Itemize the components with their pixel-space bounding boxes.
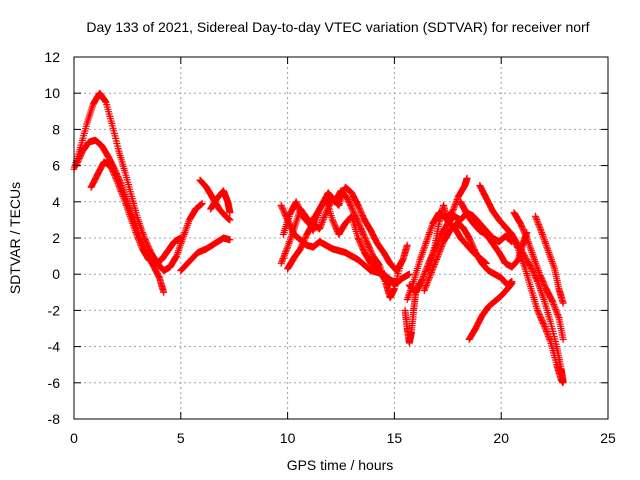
y-tick-label: 10: [44, 85, 60, 101]
y-tick-label: 4: [52, 194, 60, 210]
data-points: [207, 187, 234, 217]
x-tick-label: 20: [493, 430, 509, 446]
series-trace-12: [403, 174, 471, 303]
x-tick-label: 25: [600, 430, 616, 446]
data-points: [403, 174, 471, 303]
data-points: [531, 212, 567, 307]
series-trace-19: [510, 209, 567, 343]
y-tick-label: 12: [44, 49, 60, 65]
y-tick-label: 2: [52, 230, 60, 246]
y-tick-label: -4: [48, 339, 61, 355]
axes: 0 5 10 15 20 25 -8 -6 -4 -2 0 2 4 6 8 10 12: [44, 49, 616, 446]
data-layer: [70, 89, 567, 387]
data-points: [502, 223, 567, 385]
series-trace-3: [87, 158, 185, 267]
series-trace-9: [279, 187, 405, 302]
data-points: [279, 187, 405, 302]
data-points: [177, 234, 234, 275]
y-tick-label: 0: [52, 266, 60, 282]
y-tick-label: -6: [48, 375, 61, 391]
y-tick-label: -8: [48, 411, 61, 427]
data-points: [87, 158, 185, 267]
data-points: [465, 279, 516, 343]
y-tick-label: -2: [48, 302, 61, 318]
series-trace-20: [531, 212, 567, 307]
x-axis-label: GPS time / hours: [287, 457, 394, 473]
x-tick-label: 10: [280, 430, 296, 446]
chart-title: Day 133 of 2021, Sidereal Day-to-day VTE…: [86, 19, 589, 35]
series-trace-6: [207, 187, 234, 217]
x-tick-label: 15: [387, 430, 403, 446]
series-trace-10: [284, 183, 411, 275]
y-tick-label: 6: [52, 158, 60, 174]
data-points: [510, 209, 567, 343]
series-trace-16: [465, 279, 516, 343]
data-points: [425, 201, 490, 275]
series-trace-15: [425, 201, 490, 275]
series-trace-21: [502, 223, 567, 385]
y-tick-label: 8: [52, 121, 60, 137]
y-axis-label: SDTVAR / TECUs: [7, 182, 23, 294]
x-tick-label: 5: [177, 430, 185, 446]
series-trace-4: [177, 234, 234, 275]
data-points: [284, 183, 411, 275]
x-tick-label: 0: [70, 430, 78, 446]
